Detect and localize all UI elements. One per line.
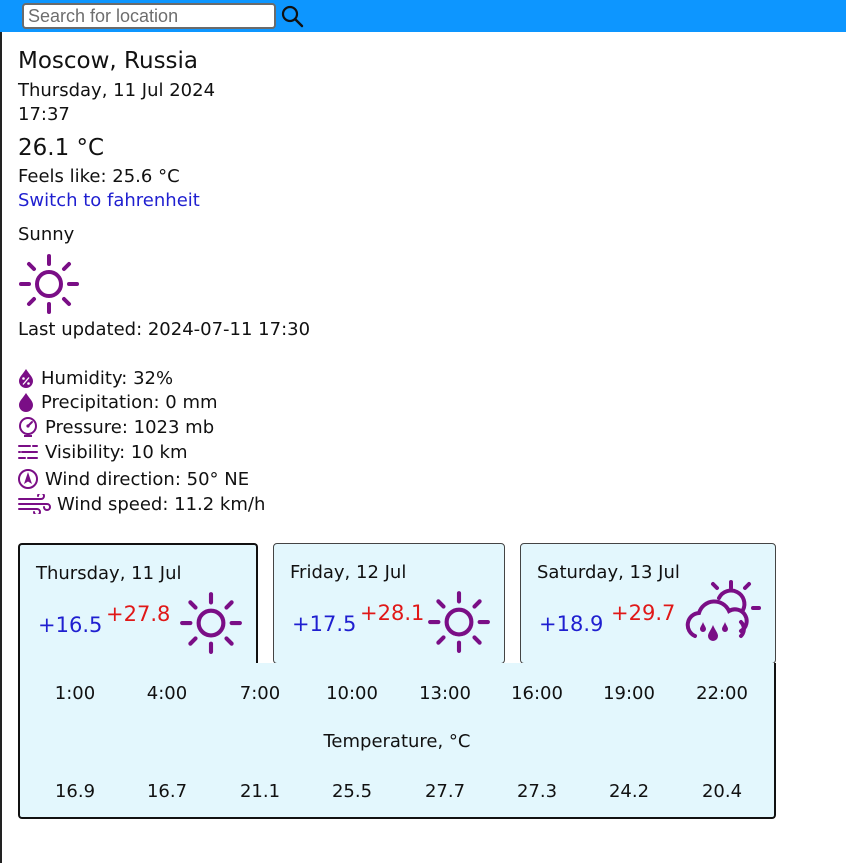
weather-condition: Sunny (18, 224, 75, 245)
forecast-max-temp: +27.8 (106, 602, 171, 626)
hour-label: 16:00 (511, 683, 563, 704)
pressure-icon (19, 417, 37, 437)
hour-label: 19:00 (603, 683, 655, 704)
top-bar (0, 0, 846, 32)
detail-precipitation-text: Precipitation: 0 mm (41, 391, 218, 413)
hour-label: 1:00 (54, 683, 96, 704)
cloud-sun-rain-icon (685, 580, 761, 641)
last-updated: Last updated: 2024-07-11 17:30 (18, 319, 311, 340)
hourly-forecast-panel: 1:00 4:00 7:00 10:00 13:00 16:00 19:00 2… (18, 663, 776, 819)
hour-temp: 20.4 (701, 781, 743, 802)
detail-wind-speed: Wind speed: 11.2 km/h (17, 492, 265, 516)
current-time: 17:37 (18, 104, 70, 125)
wind-direction-icon (18, 469, 38, 489)
forecast-min-temp: +17.5 (292, 612, 357, 636)
detail-pressure: Pressure: 1023 mb (17, 415, 214, 439)
hour-temp: 21.1 (239, 781, 281, 802)
search-input[interactable] (22, 3, 276, 29)
wind-speed-icon (18, 494, 51, 514)
feels-like: Feels like: 25.6 °C (18, 166, 180, 187)
page-left-border (0, 0, 2, 863)
hour-temp: 16.9 (54, 781, 96, 802)
detail-visibility: Visibility: 10 km (17, 440, 188, 464)
detail-pressure-text: Pressure: 1023 mb (45, 416, 215, 438)
hour-label: 10:00 (326, 683, 378, 704)
hour-label: 7:00 (239, 683, 281, 704)
forecast-date: Thursday, 11 Jul (36, 563, 182, 584)
forecast-date: Saturday, 13 Jul (537, 562, 680, 583)
humidity-icon (19, 369, 33, 388)
forecast-card-thursday[interactable]: Thursday, 11 Jul +16.5 +27.8 (18, 543, 258, 667)
visibility-icon (18, 445, 38, 459)
precipitation-icon (19, 393, 33, 412)
location-name: Moscow, Russia (18, 48, 199, 74)
sun-icon (428, 591, 490, 653)
hour-temp: 16.7 (146, 781, 188, 802)
detail-visibility-text: Visibility: 10 km (45, 441, 188, 463)
current-date: Thursday, 11 Jul 2024 (18, 80, 216, 101)
current-temperature: 26.1 °C (18, 135, 105, 161)
forecast-min-temp: +16.5 (38, 613, 103, 637)
detail-humidity-text: Humidity: 32% (41, 367, 174, 389)
hour-temp: 24.2 (608, 781, 650, 802)
detail-precipitation: Precipitation: 0 mm (17, 390, 218, 414)
sun-icon (180, 592, 242, 654)
switch-to-fahrenheit-link[interactable]: Switch to fahrenheit (18, 190, 200, 211)
forecast-card-saturday[interactable]: Saturday, 13 Jul +18.9 +29.7 (520, 543, 776, 664)
forecast-date: Friday, 12 Jul (290, 562, 407, 583)
forecast-max-temp: +28.1 (360, 601, 425, 625)
sun-icon (19, 254, 79, 314)
hourly-caption: Temperature, °C (323, 731, 471, 752)
forecast-max-temp: +29.7 (611, 601, 676, 625)
detail-humidity: Humidity: 32% (17, 366, 173, 390)
hour-label: 22:00 (696, 683, 748, 704)
hour-label: 4:00 (146, 683, 188, 704)
hour-temp: 25.5 (331, 781, 373, 802)
hour-temp: 27.3 (516, 781, 558, 802)
search-icon[interactable] (280, 4, 304, 28)
detail-wind-direction-text: Wind direction: 50° NE (45, 468, 250, 490)
forecast-card-friday[interactable]: Friday, 12 Jul +17.5 +28.1 (273, 543, 505, 664)
forecast-min-temp: +18.9 (539, 612, 604, 636)
hour-temp: 27.7 (424, 781, 466, 802)
hour-label: 13:00 (419, 683, 471, 704)
detail-wind-direction: Wind direction: 50° NE (17, 467, 249, 491)
detail-wind-speed-text: Wind speed: 11.2 km/h (57, 493, 266, 515)
